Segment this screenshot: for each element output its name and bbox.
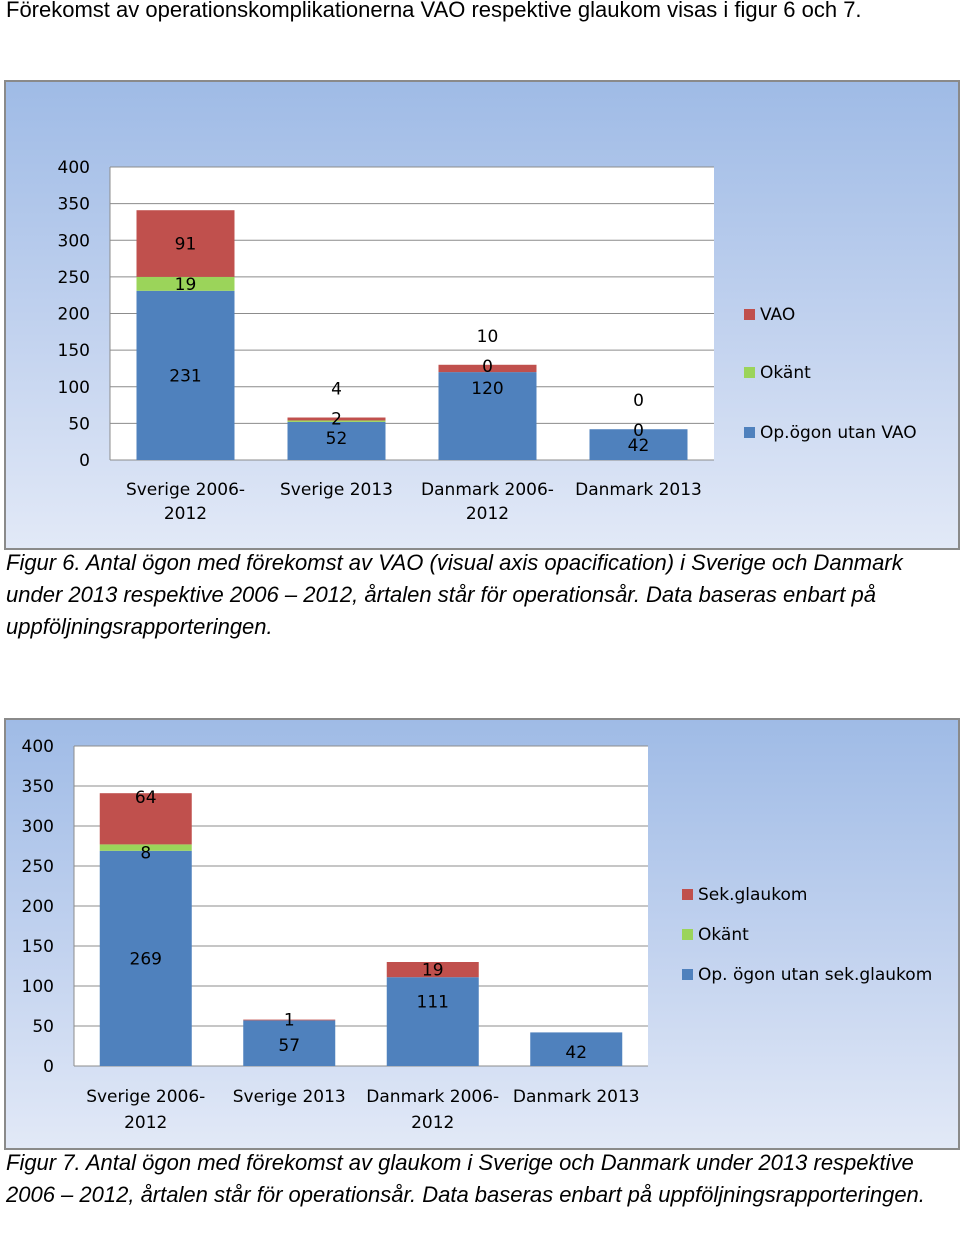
- data-label: 2: [331, 410, 342, 430]
- x-category-label: Danmark 2006-: [421, 480, 554, 500]
- data-label: 52: [326, 429, 348, 449]
- bar-segment: [136, 210, 235, 277]
- bar-segment: [386, 977, 479, 1066]
- legend-swatch: [682, 889, 693, 900]
- data-label: 0: [633, 421, 644, 441]
- legend-label: Okänt: [698, 925, 749, 945]
- legend-label: Op.ögon utan VAO: [760, 423, 917, 443]
- legend-swatch: [682, 929, 693, 940]
- x-category-label: 2012: [411, 1113, 454, 1133]
- bar-segment: [99, 793, 192, 845]
- data-label: 19: [175, 275, 197, 295]
- x-category-label: Sverige 2006-: [126, 480, 245, 500]
- y-tick-label: 350: [58, 195, 90, 215]
- y-tick-label: 50: [32, 1017, 54, 1037]
- legend-swatch: [744, 427, 755, 438]
- x-category-label: Sverige 2013: [280, 480, 393, 500]
- bar-segment: [99, 850, 192, 1066]
- data-label: 0: [482, 357, 493, 377]
- x-category-label: Danmark 2013: [513, 1087, 640, 1107]
- y-tick-label: 400: [22, 737, 54, 757]
- data-label: 269: [130, 949, 162, 969]
- data-label: 42: [565, 1043, 587, 1063]
- data-label: 1: [284, 1011, 295, 1031]
- bar-segment: [287, 420, 386, 422]
- legend-label: VAO: [760, 305, 795, 325]
- x-category-label: 2012: [466, 504, 509, 524]
- data-label: 42: [628, 436, 650, 456]
- y-tick-label: 100: [22, 977, 54, 997]
- y-tick-label: 200: [58, 305, 90, 325]
- bar-segment: [136, 276, 235, 291]
- caption-figure-7: Figur 7. Antal ögon med förekomst av gla…: [6, 1150, 925, 1207]
- bar-segment: [243, 1020, 336, 1066]
- legend-swatch: [744, 367, 755, 378]
- y-tick-label: 350: [22, 777, 54, 797]
- y-tick-label: 250: [58, 268, 90, 288]
- legend-label: Sek.glaukom: [698, 885, 807, 905]
- legend-swatch: [682, 969, 693, 980]
- bar-segment: [287, 421, 386, 460]
- y-tick-label: 400: [58, 158, 90, 178]
- data-label: 64: [135, 788, 157, 808]
- y-tick-label: 0: [43, 1057, 54, 1077]
- bar-segment: [438, 364, 537, 373]
- legend-label: Okänt: [760, 363, 811, 383]
- x-category-label: 2012: [124, 1113, 167, 1133]
- x-category-label: Sverige 2006-: [86, 1087, 205, 1107]
- bar-segment: [99, 844, 192, 851]
- y-tick-label: 300: [58, 231, 90, 251]
- legend-swatch: [744, 309, 755, 320]
- bar-segment: [386, 962, 479, 978]
- y-tick-label: 100: [58, 378, 90, 398]
- x-category-label: Sverige 2013: [233, 1087, 346, 1107]
- intro-text: Förekomst av operationskomplikationerna …: [6, 0, 862, 22]
- bar-segment: [136, 290, 235, 460]
- chart-svg-fig7: 0 50 100 150 200 250 300 350 400 269 8 64 Sverige 20…: [22, 737, 933, 1133]
- data-label: 10: [477, 327, 499, 347]
- data-label: 0: [633, 391, 644, 411]
- data-label: 111: [417, 993, 449, 1013]
- x-category-label: Danmark 2006-: [366, 1087, 499, 1107]
- y-tick-label: 300: [22, 817, 54, 837]
- bar-segment: [287, 417, 386, 421]
- bar-segment: [589, 429, 688, 460]
- chart-figure-6: 0 50 100 150 200 250 300 350 400 231 19 91 Sverige 2…: [4, 80, 960, 550]
- bar-segment: [438, 372, 537, 460]
- data-label: 231: [169, 366, 201, 386]
- y-tick-label: 50: [68, 414, 90, 434]
- data-label: 4: [331, 380, 342, 400]
- x-category-label: Danmark 2013: [575, 480, 702, 500]
- bar-segment: [530, 1032, 623, 1066]
- y-tick-label: 150: [22, 937, 54, 957]
- caption-figure-6: Figur 6. Antal ögon med förekomst av VAO…: [6, 550, 903, 639]
- legend-label: Op. ögon utan sek.glaukom: [698, 965, 932, 985]
- y-tick-label: 200: [22, 897, 54, 917]
- data-label: 57: [278, 1036, 300, 1056]
- data-label: 8: [140, 844, 151, 864]
- y-tick-label: 0: [79, 451, 90, 471]
- data-label: 91: [175, 235, 197, 255]
- bar-segment: [243, 1019, 336, 1021]
- data-label: 19: [422, 961, 444, 981]
- y-tick-label: 250: [22, 857, 54, 877]
- x-category-label: 2012: [164, 504, 207, 524]
- chart-figure-7: 0 50 100 150 200 250 300 350 400 269 8 64 Sverige 20…: [4, 718, 960, 1150]
- data-label: 120: [471, 379, 503, 399]
- y-tick-label: 150: [58, 341, 90, 361]
